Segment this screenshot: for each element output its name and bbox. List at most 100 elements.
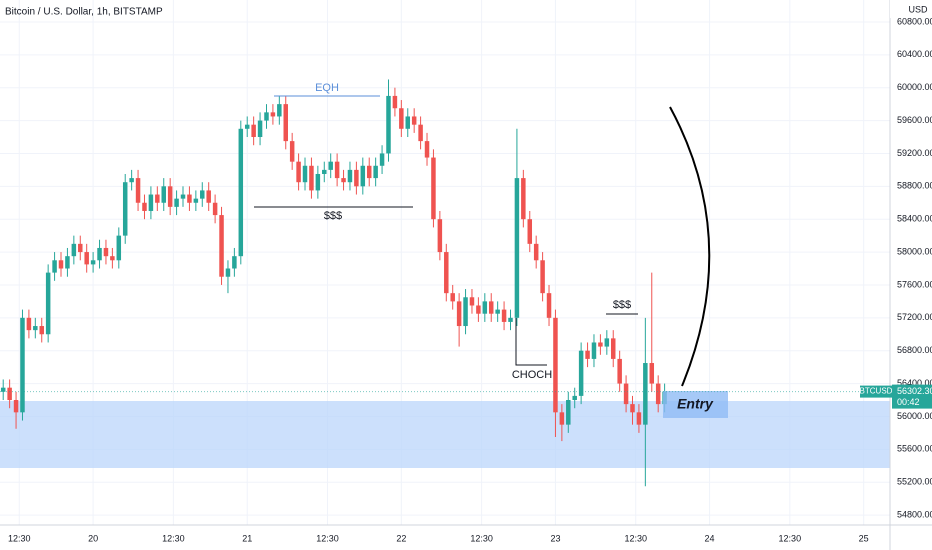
candle-body xyxy=(161,186,166,203)
y-tick-label: 55200.00 xyxy=(897,477,932,487)
entry-label: Entry xyxy=(677,396,714,412)
candle-body xyxy=(322,169,327,174)
candle-body xyxy=(566,400,571,425)
candle-body xyxy=(283,104,288,142)
candle-body xyxy=(379,153,385,166)
candle-body xyxy=(444,252,449,294)
chart-title: Bitcoin / U.S. Dollar, 1h, BITSTAMP xyxy=(5,7,163,18)
x-tick-label: 23 xyxy=(550,533,560,543)
candle-body xyxy=(257,120,263,138)
candle-body xyxy=(39,326,44,335)
x-tick-label: 22 xyxy=(396,533,406,543)
candle-body xyxy=(540,260,545,294)
candle-body xyxy=(623,383,629,405)
candle-body xyxy=(405,116,411,129)
candle-body xyxy=(232,256,237,269)
candle-body xyxy=(585,350,590,359)
last-price-label: 56302.30 xyxy=(897,386,932,396)
candle-body xyxy=(289,141,295,162)
choch-line xyxy=(515,318,547,366)
candle-body xyxy=(277,104,282,117)
y-tick-label: 56800.00 xyxy=(897,345,932,355)
arc xyxy=(669,106,711,387)
candle-body xyxy=(84,252,89,265)
y-tick-label: 56000.00 xyxy=(897,411,932,421)
candle-body xyxy=(604,338,610,347)
candle-body xyxy=(167,186,173,207)
y-tick-label: 58000.00 xyxy=(897,246,932,256)
candle-body xyxy=(527,219,533,244)
y-tick-label: 59200.00 xyxy=(897,148,932,158)
candle-body xyxy=(122,182,128,236)
candle-body xyxy=(58,260,64,269)
candle-body xyxy=(360,165,366,187)
candle-body xyxy=(463,297,468,327)
candle-body xyxy=(212,202,218,216)
candle-body xyxy=(655,383,661,405)
candle-body xyxy=(116,235,122,261)
candle-body xyxy=(508,317,513,322)
candle-body xyxy=(553,317,558,413)
currency-bg xyxy=(890,0,932,18)
candle-body xyxy=(97,247,102,261)
candle-body xyxy=(591,342,597,359)
y-tick-label: 58400.00 xyxy=(897,214,932,224)
x-tick-label: 12:30 xyxy=(8,533,31,543)
y-tick-label: 55600.00 xyxy=(897,444,932,454)
y-tick-label: 60000.00 xyxy=(897,82,932,92)
candle-body xyxy=(411,116,417,125)
candle-body xyxy=(110,256,115,261)
eqh-label: EQH xyxy=(315,82,339,94)
candle-body xyxy=(180,194,186,199)
liquidity-label: $$$ xyxy=(613,299,631,311)
candle-body xyxy=(469,297,475,306)
x-tick-label: 12:30 xyxy=(316,533,339,543)
entry-box xyxy=(663,391,728,418)
candle-body xyxy=(354,169,359,187)
x-tick-label: 20 xyxy=(88,533,98,543)
candle-body xyxy=(392,95,398,109)
candle-body xyxy=(482,301,488,314)
x-tick-label: 25 xyxy=(859,533,869,543)
candle-body xyxy=(386,95,391,154)
candle-body xyxy=(33,326,38,331)
candle-body xyxy=(238,128,244,257)
candle-body xyxy=(135,178,141,203)
demand-zone xyxy=(0,401,890,468)
candle-body xyxy=(495,309,500,314)
candle-body xyxy=(334,161,340,179)
candle-body xyxy=(270,112,276,117)
symbol-tag-bg xyxy=(860,385,892,398)
candle-body xyxy=(0,387,6,392)
candle-body xyxy=(20,317,25,413)
candle-body xyxy=(418,124,423,142)
candles xyxy=(0,79,667,487)
candle-body xyxy=(90,260,96,265)
candle-body xyxy=(148,194,154,211)
candle-body xyxy=(13,400,19,413)
candle-body xyxy=(244,124,250,129)
candle-body xyxy=(572,395,577,401)
x-tick-label: 12:30 xyxy=(470,533,493,543)
candle-body xyxy=(514,178,520,318)
y-tick-label: 58800.00 xyxy=(897,181,932,191)
candle-body xyxy=(456,301,462,327)
axes: 54800.00 55200.00 55600.00 56000.00 56400.00… xyxy=(8,16,932,543)
candle-body xyxy=(559,412,565,425)
candle-body xyxy=(347,169,353,183)
y-tick-label: 60800.00 xyxy=(897,16,932,26)
candle-body xyxy=(264,112,269,121)
x-tick-label: 12:30 xyxy=(162,533,185,543)
candle-body xyxy=(206,190,211,203)
candle-body xyxy=(630,404,635,413)
y-tick-label: 54800.00 xyxy=(897,509,932,519)
x-tick-label: 21 xyxy=(242,533,252,543)
y-tick-label: 56400.00 xyxy=(897,378,932,388)
candle-body xyxy=(431,157,436,220)
candle-body xyxy=(296,161,301,183)
currency: USD xyxy=(908,4,928,14)
candle-body xyxy=(578,350,584,396)
candle-body xyxy=(309,165,314,191)
candle-body xyxy=(302,165,308,183)
candle-body xyxy=(437,219,443,253)
